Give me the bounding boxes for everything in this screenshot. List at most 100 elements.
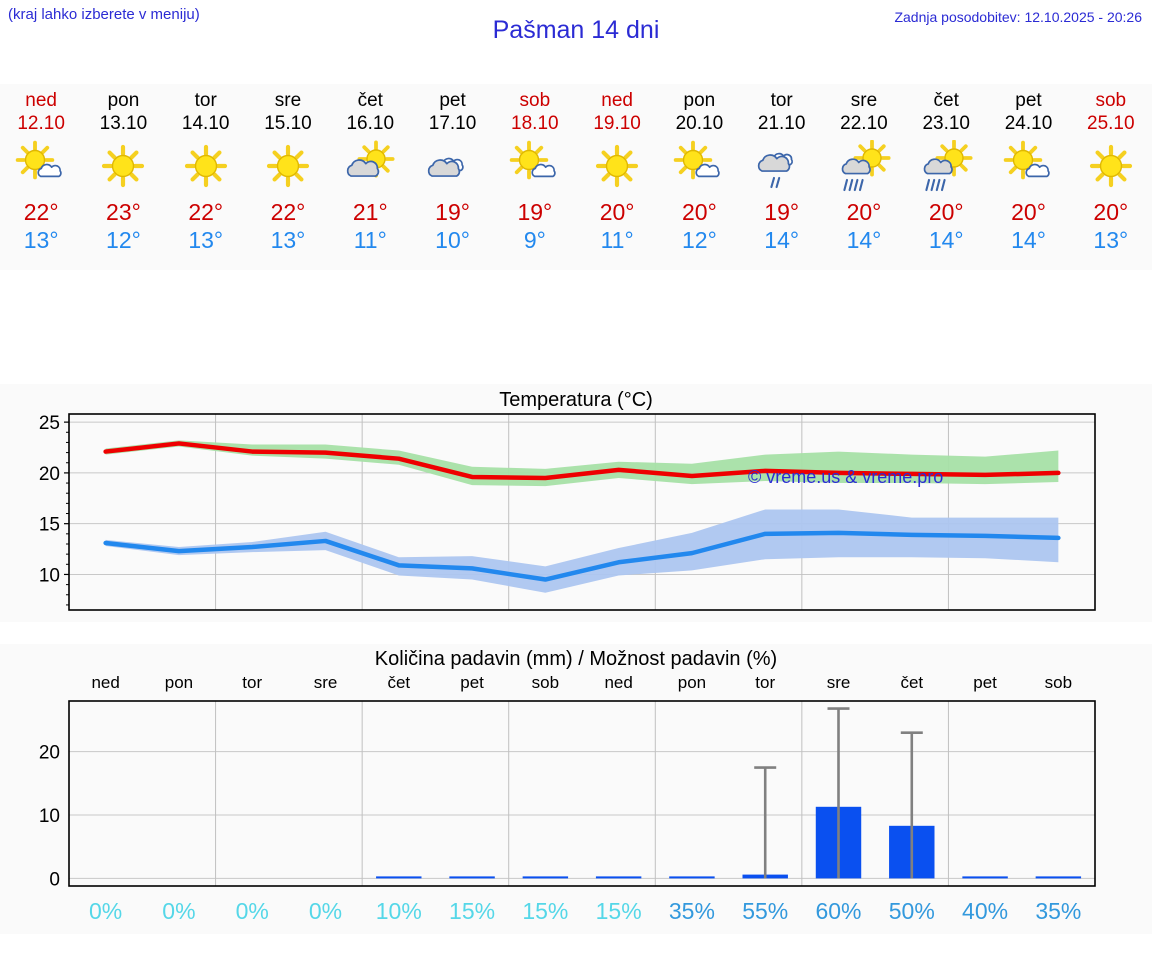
sun-cloud-rain-icon [905,138,987,194]
day-temp-min: 13° [23,227,59,253]
precip-probability-label: 50% [889,898,935,924]
sun-icon [165,138,247,194]
last-update-text: Zadnja posodobitev: 12.10.2025 - 20:26 [894,9,1142,25]
day-temp-min: 13° [1093,227,1129,253]
temp-y-tick-label: 15 [39,515,60,536]
precip-day-label: ned [604,673,632,692]
precip-day-label: čet [387,673,410,692]
day-temp-min: 12° [682,227,717,253]
day-date: 23.10 [922,113,970,134]
day-name: sob [1095,90,1127,111]
temp-y-tick-label: 25 [39,413,60,434]
temp-y-tick-label: 10 [39,565,60,586]
precip-error-bar [827,707,850,879]
precip-probability-label: 15% [596,898,642,924]
day-temp-max: 22° [188,199,224,225]
day-temp-min: 9° [523,227,546,253]
day-temp-max: 20° [928,199,964,225]
precip-bar [962,876,1008,879]
day-date: 25.10 [1087,113,1135,134]
day-column[interactable]: pon 20.10 20° 12° [658,84,740,270]
day-name: ned [25,90,57,111]
menu-hint-text: (kraj lahko izberete v meniju) [8,6,200,23]
day-date: 22.10 [840,113,888,134]
sun-cloud-rain-icon [823,138,905,194]
page-title: Pašman 14 dni [492,16,660,44]
temp-y-tick-label: 20 [39,464,60,485]
day-column[interactable]: sre 22.10 20° 14° [823,84,905,270]
day-temp-min: 13° [188,227,224,253]
sun-cloud-icon [494,138,576,194]
precip-bar [595,876,642,879]
day-name: pon [683,90,716,111]
day-date: 24.10 [1004,113,1053,134]
sun-icon [1070,138,1152,194]
sun-icon [82,138,164,194]
day-column[interactable]: čet 16.10 21° 11° [329,84,411,270]
day-temp-max: 22° [270,199,306,225]
day-temp-max: 23° [106,199,141,225]
day-name: pet [439,90,466,111]
day-temp-max: 19° [435,199,470,225]
precip-bar [522,876,569,879]
precip-day-label: pon [165,673,193,692]
precip-probability-label: 15% [522,898,568,924]
day-column[interactable]: sob 25.10 20° 13° [1070,84,1152,270]
precip-error-bar [754,766,777,879]
precip-day-label: tor [242,673,262,692]
day-date: 17.10 [428,113,477,134]
precip-probability-label: 0% [89,898,122,924]
precip-day-label: ned [91,673,119,692]
precip-day-label: pet [460,673,484,692]
day-column[interactable]: ned 19.10 20° 11° [576,84,658,270]
day-temp-max: 19° [764,199,800,225]
precipitation-chart-panel: ned pon tor sre čet pet sob ned pon tor sre čet pet s… [0,644,1152,934]
temperature-chart-panel: 10 15 20 25 [0,384,1152,622]
day-date: 21.10 [757,113,806,134]
day-column[interactable]: pet 24.10 20° 14° [987,84,1069,270]
day-date: 15.10 [264,113,312,134]
day-name: ned [601,90,633,111]
day-temp-max: 19° [517,199,553,225]
day-name: sre [850,90,878,111]
day-temp-min: 14° [928,227,964,253]
day-date: 14.10 [181,113,230,134]
day-column[interactable]: tor 21.10 19° 14° [741,84,823,270]
day-temp-min: 14° [764,227,800,253]
precip-probability-label: 60% [815,898,861,924]
precip-day-label: sob [1045,673,1072,692]
day-date: 20.10 [675,113,724,134]
temperature-chart-title: Temperatura (°C) [499,389,653,411]
day-column[interactable]: pet 17.10 19° 10° [411,84,493,270]
day-date: 16.10 [346,113,395,134]
day-temp-min: 10° [435,227,470,253]
precip-probability-label: 0% [236,898,269,924]
precip-probability-label: 55% [742,898,788,924]
sun-cloud-icon [658,138,740,194]
precip-day-label: sre [827,673,851,692]
day-column[interactable]: sre 15.10 22° 13° [247,84,329,270]
daily-forecast-strip: ned 12.10 22° 13° pon 13.10 23° 12° tor 14.10 22° 1… [0,84,1152,270]
day-column[interactable]: sob 18.10 19° 9° [494,84,576,270]
day-date: 13.10 [99,113,148,134]
day-name: tor [770,90,793,111]
day-name: sre [274,90,302,111]
day-name: čet [933,90,959,111]
watermark-text: © vreme.us & vreme.pro [748,467,944,487]
page-header: (kraj lahko izberete v meniju) Pašman 14… [0,0,1152,62]
day-column[interactable]: tor 14.10 22° 13° [165,84,247,270]
day-name: čet [357,90,383,111]
day-column[interactable]: ned 12.10 22° 13° [0,84,82,270]
day-column[interactable]: pon 13.10 23° 12° [82,84,164,270]
day-name: sob [519,90,551,111]
day-temp-min: 11° [600,227,634,253]
day-temp-max: 21° [352,199,388,225]
day-date: 12.10 [17,113,65,134]
day-temp-min: 13° [270,227,306,253]
precip-y-tick-label: 10 [39,806,60,827]
precip-probability-label: 40% [962,898,1008,924]
day-column[interactable]: čet 23.10 20° 14° [905,84,987,270]
precip-probability-label: 15% [449,898,495,924]
sun-cloud-icon [987,138,1069,194]
precip-day-label: tor [755,673,775,692]
